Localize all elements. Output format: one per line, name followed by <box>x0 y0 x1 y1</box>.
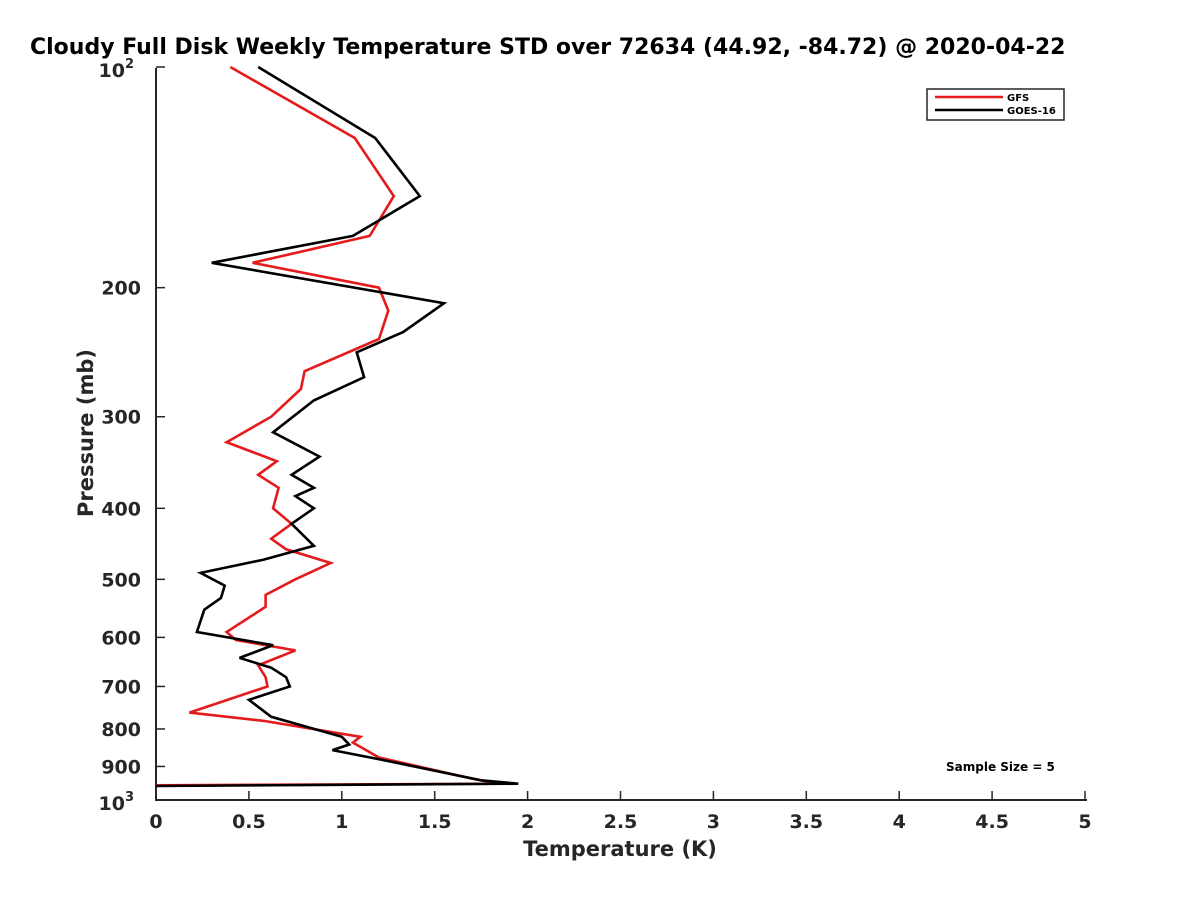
axes <box>155 68 1087 801</box>
y-tick-label: 600 <box>101 627 141 649</box>
x-tick-label: 4.5 <box>975 811 1009 833</box>
chart-title: Cloudy Full Disk Weekly Temperature STD … <box>30 35 1065 60</box>
y-tick-label: 500 <box>101 569 141 591</box>
legend-label-gfs: GFS <box>1007 93 1029 104</box>
y-tick-label-exponent: 3 <box>125 790 134 805</box>
plot-lines <box>155 65 519 788</box>
x-tick-label: 0.5 <box>232 811 266 833</box>
x-tick-label: 2 <box>521 811 534 833</box>
y-tick-label-exponent: 2 <box>125 57 134 72</box>
y-tick-label: 102 <box>99 57 135 82</box>
x-tick-label: 1 <box>335 811 348 833</box>
x-tick-label: 3 <box>707 811 720 833</box>
y-tick-label: 103 <box>99 790 135 815</box>
x-tick-label: 4 <box>893 811 906 833</box>
y-tick-label: 800 <box>101 719 141 741</box>
y-tick-label: 400 <box>101 498 141 520</box>
series-line-gfs <box>155 65 500 787</box>
x-tick-label: 1.5 <box>418 811 452 833</box>
y-tick-label: 200 <box>101 278 141 300</box>
sample-size-annotation: Sample Size = 5 <box>946 760 1055 774</box>
x-tick-label: 0 <box>149 811 162 833</box>
x-tick-label: 3.5 <box>789 811 823 833</box>
legend-label-goes16: GOES-16 <box>1007 106 1056 117</box>
legend: GFS GOES-16 <box>926 88 1065 121</box>
y-tick-label: 300 <box>101 407 141 429</box>
legend-box <box>926 88 1065 121</box>
y-tick-label-base: 10 <box>99 60 125 82</box>
y-tick-label: 700 <box>101 676 141 698</box>
x-tick-label: 5 <box>1078 811 1091 833</box>
x-axis-label: Temperature (K) <box>523 837 717 861</box>
y-tick-label: 900 <box>101 756 141 778</box>
y-tick-label-base: 10 <box>99 793 125 815</box>
x-tick-label: 2.5 <box>604 811 638 833</box>
y-axis-label: Pressure (mb) <box>74 349 98 517</box>
series-line-goes16 <box>155 65 519 788</box>
x-ticks: 0 0.5 1 1.5 2 2.5 3 3.5 4 4.5 5 <box>149 791 1092 833</box>
